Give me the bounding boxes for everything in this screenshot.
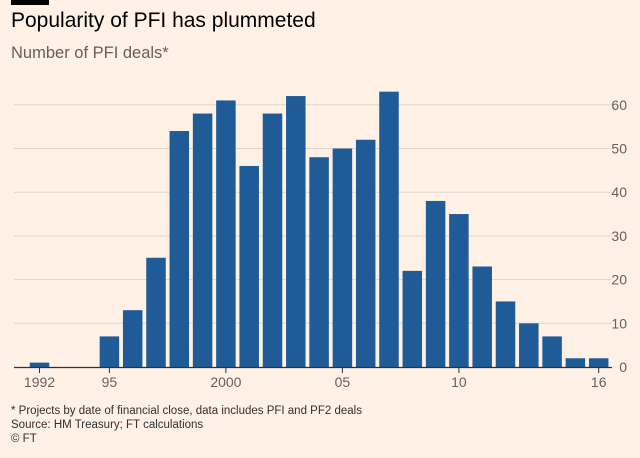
x-tick-label-1992: 1992 <box>24 374 55 390</box>
bar-2016 <box>588 358 609 367</box>
y-axis-tick-labels: 0 10 20 30 40 50 60 <box>611 97 627 375</box>
bar-2013 <box>519 323 539 367</box>
bar-2005 <box>332 148 353 367</box>
bar-chart: 0 10 20 30 40 50 60 1992 95 2000 05 10 16 <box>14 91 627 390</box>
y-tick-label-0: 0 <box>619 359 627 375</box>
bar-2014 <box>542 336 562 367</box>
bar-2012 <box>495 301 516 367</box>
x-tick-label-2016: 16 <box>591 374 607 390</box>
bar-2004 <box>309 157 329 367</box>
bar-1992 <box>29 362 50 367</box>
y-tick-label-60: 60 <box>611 97 627 113</box>
x-tick-label-2010: 10 <box>451 374 467 390</box>
bar-1998 <box>169 131 190 367</box>
ft-brand-bar <box>11 0 49 5</box>
x-axis-tick-labels: 1992 95 2000 05 10 16 <box>24 367 607 390</box>
bar-1999 <box>192 113 213 367</box>
y-tick-label-40: 40 <box>611 184 627 200</box>
bar-1995 <box>99 336 120 367</box>
chart-subtitle: Number of PFI deals* <box>11 44 169 62</box>
bar-1997 <box>146 257 166 367</box>
footnote: * Projects by date of financial close, d… <box>11 405 362 417</box>
bar-2003 <box>286 96 306 367</box>
bar-2006 <box>355 139 376 367</box>
y-tick-label-20: 20 <box>611 272 627 288</box>
x-tick-label-2005: 05 <box>335 374 351 390</box>
bar-2001 <box>239 165 259 367</box>
bar-2007 <box>379 91 399 367</box>
bar-2010 <box>449 214 469 367</box>
y-tick-label-10: 10 <box>611 315 627 331</box>
bar-2000 <box>216 100 236 368</box>
bar-2002 <box>262 113 283 367</box>
bar-2011 <box>472 266 492 367</box>
y-tick-label-50: 50 <box>611 141 627 157</box>
bar-2009 <box>425 200 446 367</box>
source-note: Source: HM Treasury; FT calculations <box>11 419 204 431</box>
x-tick-label-2000: 2000 <box>210 374 241 390</box>
bar-1996 <box>122 310 143 367</box>
copyright: © FT <box>11 433 37 445</box>
bars <box>29 91 609 368</box>
x-tick-label-1995: 95 <box>102 374 118 390</box>
y-tick-label-30: 30 <box>611 228 627 244</box>
bar-2015 <box>565 358 586 367</box>
chart-title: Popularity of PFI has plummeted <box>11 9 316 32</box>
bar-2008 <box>402 270 423 367</box>
